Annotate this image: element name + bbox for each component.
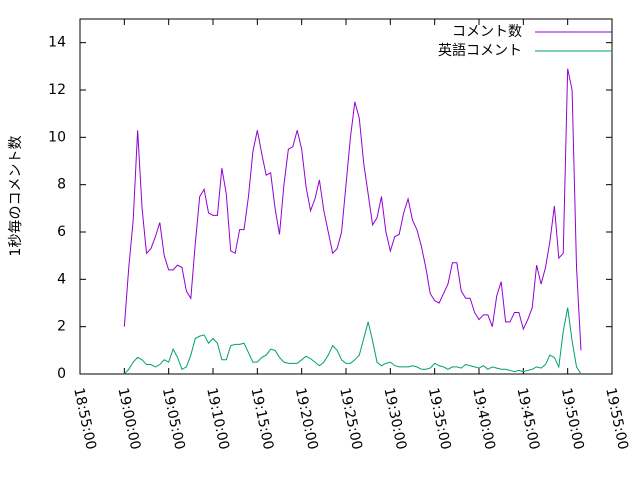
y-tick-label: 6: [57, 224, 66, 240]
x-tick-label: 19:15:00: [248, 386, 277, 451]
y-tick-label: 4: [57, 271, 66, 287]
x-tick-label: 19:10:00: [203, 386, 232, 451]
y-tick-label: 8: [57, 177, 66, 193]
x-tick-label: 19:40:00: [469, 386, 498, 451]
x-tick-label: 19:50:00: [558, 386, 587, 451]
x-tick-label: 19:45:00: [514, 386, 543, 451]
x-tick-label: 19:30:00: [381, 386, 410, 451]
data-line: [123, 307, 582, 375]
y-tick-label: 0: [57, 366, 66, 382]
x-tick-label: 19:20:00: [292, 386, 321, 451]
y-tick-label: 12: [48, 82, 66, 98]
y-tick-label: 14: [48, 35, 66, 51]
x-tick-label: 19:05:00: [159, 386, 188, 451]
y-tick-label: 2: [57, 319, 66, 335]
y-tick-label: 10: [48, 129, 66, 145]
x-tick-label: 19:35:00: [425, 386, 454, 451]
legend-label: コメント数: [452, 24, 522, 40]
x-tick-label: 19:55:00: [602, 386, 631, 451]
legend-label: 英語コメント: [438, 42, 522, 59]
plot-border: [79, 18, 613, 375]
data-line: [123, 68, 582, 351]
x-tick-label: 18:55:00: [70, 386, 99, 451]
x-tick-label: 19:00:00: [115, 386, 144, 451]
y-axis-label: 1秒毎のコメント数: [8, 136, 24, 257]
x-tick-label: 19:25:00: [336, 386, 365, 451]
